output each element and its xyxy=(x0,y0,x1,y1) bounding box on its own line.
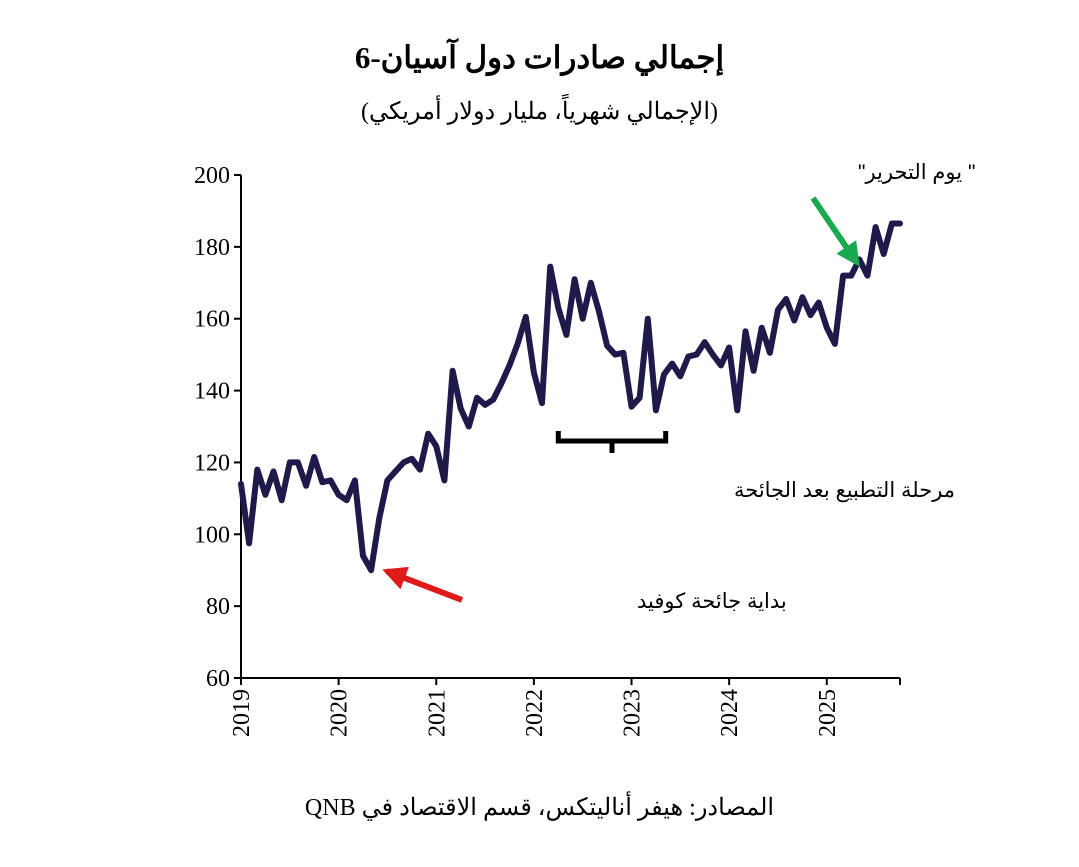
normalization-annotation-label: مرحلة التطبيع بعد الجائحة xyxy=(734,479,955,502)
x-tick-label: 2022 xyxy=(522,689,548,737)
covid-annotation-label: بداية جائحة كوفيد xyxy=(637,590,787,613)
liberation-day-annotation-label: " يوم التحرير" xyxy=(858,161,975,184)
x-tick-label: 2025 xyxy=(815,689,841,737)
series-group xyxy=(238,220,903,574)
x-tick-label: 2020 xyxy=(327,689,353,737)
x-tick-label: 2021 xyxy=(424,689,450,737)
chart-subtitle: (الإجمالي شهرياً، مليار دولار أمريكي) xyxy=(360,99,719,125)
annotations-group: بداية جائحة كوفيد مرحلة التطبيع بعد الجائ… xyxy=(382,161,975,613)
normalization-bracket xyxy=(555,431,669,453)
chart-source: المصادر: هيفر أناليتكس، قسم الاقتصاد في … xyxy=(304,795,775,821)
y-tick-label: 180 xyxy=(194,235,230,261)
x-tick-label: 2019 xyxy=(229,689,255,737)
y-tick-label: 120 xyxy=(194,450,230,476)
y-tick-label: 100 xyxy=(194,522,230,548)
y-tick-label: 160 xyxy=(194,307,230,333)
x-axis-ticks: 2019 2020 2021 2022 2023 2024 2025 xyxy=(229,678,901,737)
liberation-day-arrow xyxy=(810,196,860,267)
x-tick-label: 2024 xyxy=(717,689,743,737)
y-tick-label: 80 xyxy=(206,594,230,620)
y-tick-label: 60 xyxy=(206,666,230,692)
y-axis-ticks: 60 80 100 120 140 160 180 200 xyxy=(194,163,241,692)
y-tick-label: 140 xyxy=(194,379,230,405)
chart-axes xyxy=(240,175,900,679)
series-line xyxy=(238,220,903,574)
x-tick-label: 2023 xyxy=(620,689,646,737)
y-tick-label: 200 xyxy=(194,163,230,189)
covid-arrow xyxy=(382,566,464,603)
chart-title: إجمالي صادرات دول آسيان-6 xyxy=(354,40,725,75)
